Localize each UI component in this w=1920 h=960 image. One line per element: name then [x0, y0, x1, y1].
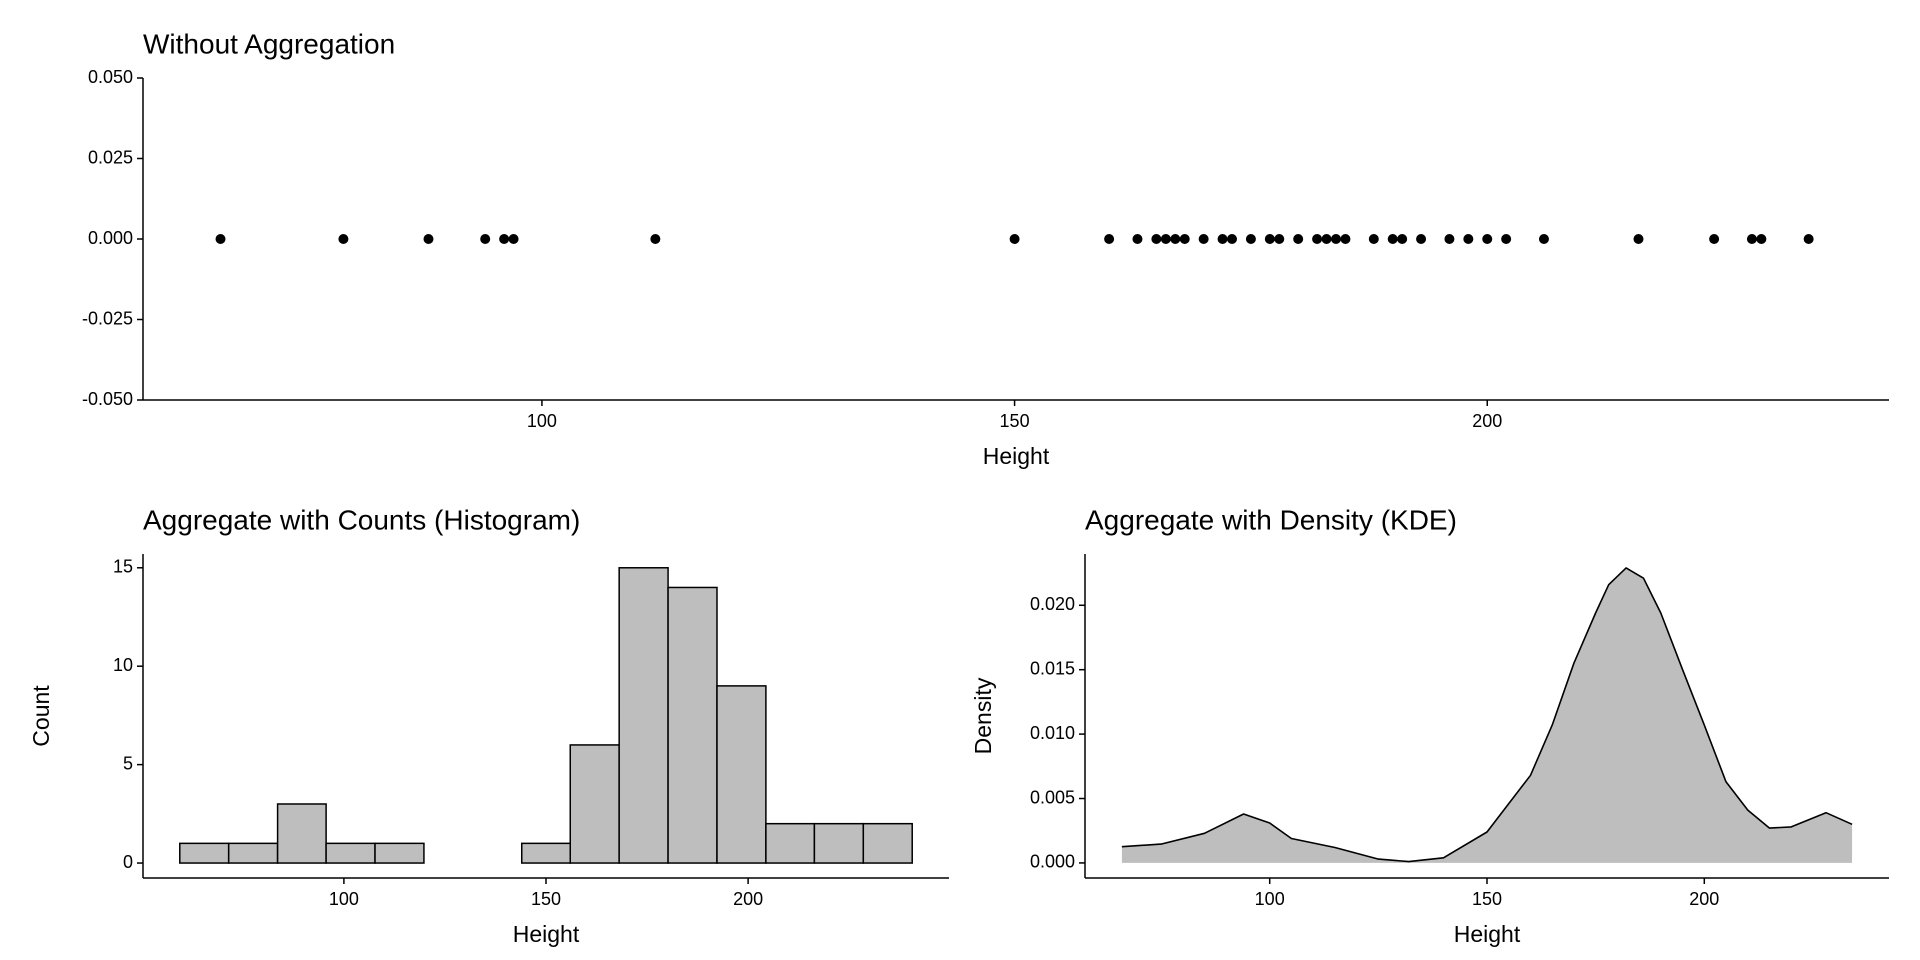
point: [1444, 234, 1455, 244]
bar: [862, 822, 913, 864]
y-tick-label: 0.015: [1030, 658, 1075, 678]
point: [650, 234, 661, 244]
bar: [179, 842, 230, 864]
y-tick-label: 0.000: [1030, 852, 1075, 872]
point: [1501, 234, 1512, 244]
chart-title: Aggregate with Counts (Histogram): [143, 504, 580, 535]
point: [1709, 234, 1720, 244]
bar: [227, 842, 279, 864]
x-tick-label: 150: [531, 889, 561, 909]
x-tick-label: 100: [329, 889, 359, 909]
point: [480, 234, 491, 244]
point: [508, 234, 519, 244]
bar: [374, 842, 425, 864]
point: [1179, 234, 1190, 244]
point: [423, 234, 434, 244]
point: [1264, 234, 1275, 244]
point: [1198, 234, 1209, 244]
point: [1463, 234, 1474, 244]
point: [1104, 234, 1115, 244]
point: [1009, 234, 1020, 244]
point: [1170, 234, 1181, 244]
x-axis-label: Height: [1454, 921, 1521, 947]
point: [1160, 234, 1171, 244]
point: [1756, 234, 1767, 244]
point: [1482, 234, 1493, 244]
point: [1803, 234, 1814, 244]
bar: [813, 822, 865, 864]
point: [1321, 234, 1332, 244]
point: [1538, 234, 1549, 244]
y-axis-label: Count: [28, 685, 54, 747]
x-tick-label: 200: [1472, 411, 1502, 431]
point: [1274, 234, 1285, 244]
bar: [569, 744, 620, 864]
chart-title: Without Aggregation: [143, 28, 395, 59]
y-tick-label: 15: [113, 557, 133, 577]
x-tick-label: 100: [527, 411, 557, 431]
point: [1387, 234, 1398, 244]
bar: [765, 822, 816, 864]
point: [1132, 234, 1143, 244]
point: [1227, 234, 1238, 244]
y-tick-label: 10: [113, 655, 133, 675]
point: [338, 234, 349, 244]
y-tick-label: 0.005: [1030, 787, 1075, 807]
point: [1312, 234, 1323, 244]
y-tick-label: 0.025: [88, 147, 133, 167]
point: [1416, 234, 1427, 244]
y-tick-label: -0.025: [82, 308, 133, 328]
y-tick-label: -0.050: [82, 389, 133, 409]
bar: [325, 842, 376, 864]
density-line: [1121, 567, 1853, 863]
point: [1340, 234, 1351, 244]
point: [1151, 234, 1162, 244]
x-tick-label: 150: [1000, 411, 1030, 431]
x-tick-label: 100: [1255, 889, 1285, 909]
y-tick-label: 0.000: [88, 228, 133, 248]
point: [215, 234, 226, 244]
bar: [618, 567, 669, 864]
x-axis-label: Height: [983, 443, 1050, 469]
point: [499, 234, 510, 244]
y-tick-label: 0.020: [1030, 594, 1075, 614]
y-tick-label: 5: [123, 753, 133, 773]
point: [1368, 234, 1379, 244]
point: [1397, 234, 1408, 244]
y-tick-label: 0.050: [88, 67, 133, 87]
x-axis-label: Height: [513, 921, 580, 947]
bar: [667, 586, 718, 864]
x-tick-label: 200: [1689, 889, 1719, 909]
y-tick-label: 0: [123, 852, 133, 872]
bar: [716, 685, 767, 864]
y-axis-label: Density: [970, 677, 996, 754]
point: [1217, 234, 1228, 244]
point: [1245, 234, 1256, 244]
point: [1633, 234, 1644, 244]
point: [1293, 234, 1304, 244]
x-tick-label: 150: [1472, 889, 1502, 909]
x-tick-label: 200: [733, 889, 763, 909]
bar: [276, 803, 327, 864]
y-tick-label: 0.010: [1030, 723, 1075, 743]
point: [1330, 234, 1341, 244]
density-area: [1121, 567, 1853, 863]
bar: [520, 842, 572, 864]
chart-title: Aggregate with Density (KDE): [1085, 504, 1457, 535]
point: [1746, 234, 1757, 244]
